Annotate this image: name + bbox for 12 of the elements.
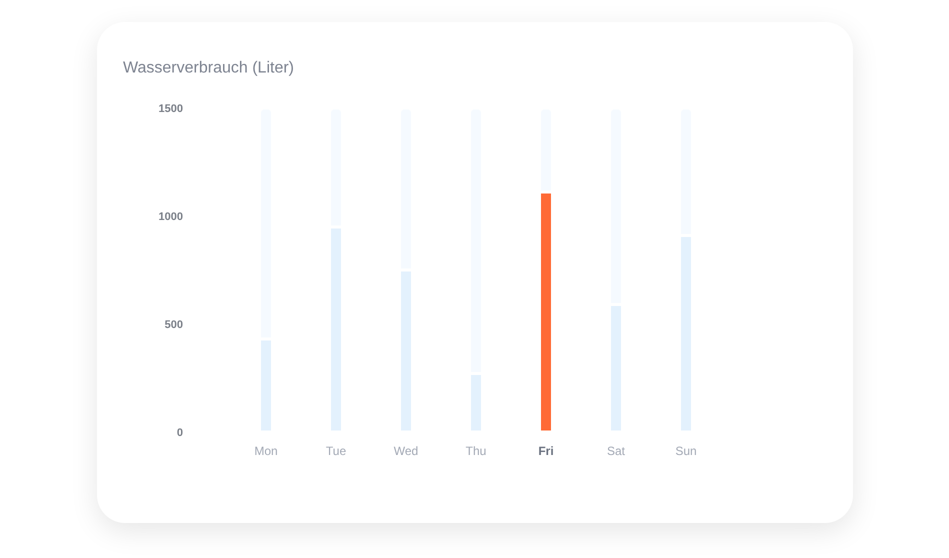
- y-tick-label: 0: [176, 426, 183, 439]
- y-tick-label: 1500: [158, 102, 183, 115]
- x-tick-label: Sun: [675, 444, 697, 458]
- x-tick-label: Sat: [606, 444, 626, 458]
- y-tick-label: 1000: [158, 210, 183, 223]
- y-tick-label: 500: [164, 318, 183, 331]
- x-tick-label: Thu: [466, 444, 486, 458]
- x-tick-label: Mon: [254, 444, 278, 458]
- x-tick-label: Tue: [326, 444, 346, 458]
- x-tick-label: Wed: [394, 444, 418, 458]
- chart-title: Wasserverbrauch (Liter): [123, 60, 294, 77]
- x-tick-label: Fri: [538, 444, 554, 458]
